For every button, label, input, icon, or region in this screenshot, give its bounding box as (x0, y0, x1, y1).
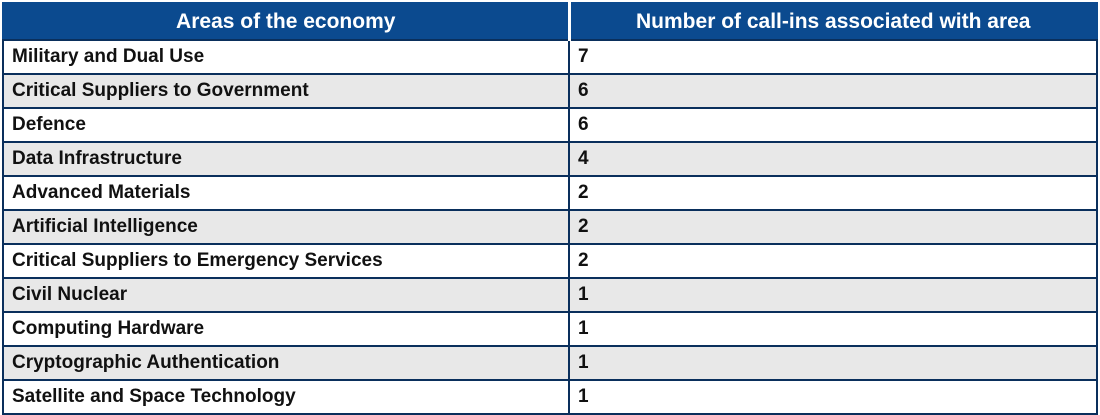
table-row: Advanced Materials 2 (2, 175, 1098, 211)
area-cell: Civil Nuclear (2, 277, 570, 313)
count-cell: 1 (568, 277, 1098, 313)
table-row: Critical Suppliers to Emergency Services… (2, 243, 1098, 279)
area-cell: Advanced Materials (2, 175, 570, 211)
count-cell: 2 (568, 209, 1098, 245)
table-row: Data Infrastructure 4 (2, 141, 1098, 177)
area-cell: Data Infrastructure (2, 141, 570, 177)
area-cell: Critical Suppliers to Government (2, 73, 570, 109)
area-cell: Computing Hardware (2, 311, 570, 347)
count-cell: 1 (568, 379, 1098, 415)
table-row: Satellite and Space Technology 1 (2, 379, 1098, 415)
table-row: Military and Dual Use 7 (2, 39, 1098, 75)
area-cell: Artificial Intelligence (2, 209, 570, 245)
table-header-row: Areas of the economy Number of call-ins … (2, 2, 1098, 41)
table-row: Computing Hardware 1 (2, 311, 1098, 347)
table-row: Cryptographic Authentication 1 (2, 345, 1098, 381)
header-number-of-call-ins: Number of call-ins associated with area (567, 2, 1098, 41)
count-cell: 6 (568, 107, 1098, 143)
count-cell: 6 (568, 73, 1098, 109)
area-cell: Cryptographic Authentication (2, 345, 570, 381)
table-row: Defence 6 (2, 107, 1098, 143)
area-cell: Military and Dual Use (2, 39, 570, 75)
area-cell: Satellite and Space Technology (2, 379, 570, 415)
table-row: Civil Nuclear 1 (2, 277, 1098, 313)
area-cell: Defence (2, 107, 570, 143)
count-cell: 2 (568, 243, 1098, 279)
count-cell: 1 (568, 311, 1098, 347)
area-cell: Critical Suppliers to Emergency Services (2, 243, 570, 279)
table-row: Artificial Intelligence 2 (2, 209, 1098, 245)
table-row: Critical Suppliers to Government 6 (2, 73, 1098, 109)
count-cell: 7 (568, 39, 1098, 75)
count-cell: 2 (568, 175, 1098, 211)
count-cell: 1 (568, 345, 1098, 381)
header-areas-of-economy: Areas of the economy (2, 2, 570, 41)
count-cell: 4 (568, 141, 1098, 177)
